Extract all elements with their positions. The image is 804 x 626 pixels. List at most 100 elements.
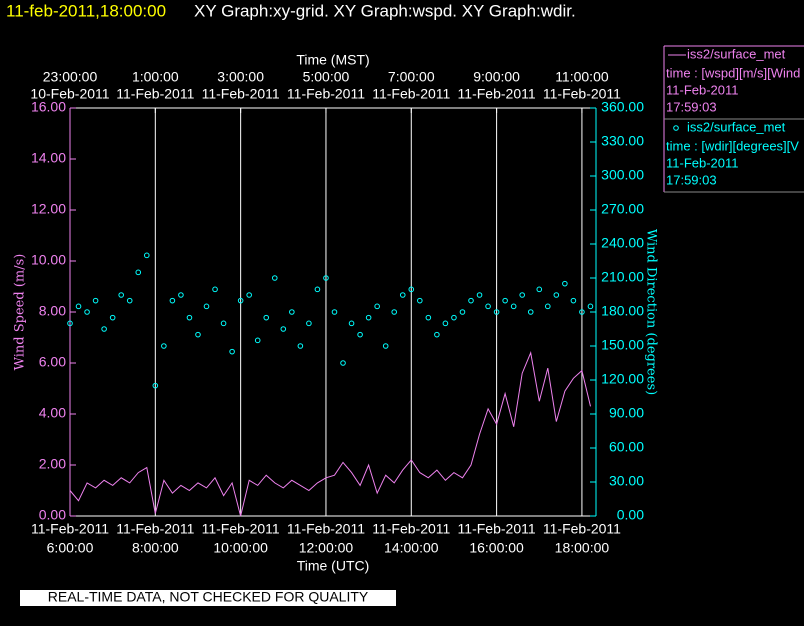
y-tick-label: 2.00 (39, 456, 66, 472)
wind-direction-point (485, 303, 491, 310)
y-tick-label: 14.00 (31, 150, 66, 166)
x-tick-date: 11-Feb-2011 (116, 521, 194, 537)
y2-tick-label: 120.00 (601, 371, 644, 387)
y-tick-label: 8.00 (39, 303, 66, 319)
wind-direction-point (135, 269, 142, 276)
wind-direction-point (126, 297, 133, 304)
wind-direction-point (237, 297, 244, 304)
x-tick-label: 18:00:00 (555, 540, 610, 556)
y2-tick-label: 330.00 (601, 133, 644, 149)
wind-direction-point (92, 297, 99, 304)
wind-direction-point (220, 320, 227, 327)
wind-direction-point (365, 314, 372, 321)
wind-direction-point (306, 320, 312, 327)
wind-direction-point (169, 297, 176, 304)
wind-direction-point (195, 331, 201, 338)
x-tick-date: 11-Feb-2011 (372, 521, 450, 537)
x-tick-label: 6:00:00 (47, 540, 94, 556)
y-tick-label: 6.00 (39, 354, 66, 370)
y2-tick-label: 360.00 (601, 99, 644, 115)
y2-tick-label: 210.00 (601, 269, 644, 285)
y2-tick-label: 150.00 (601, 337, 644, 353)
y2-tick-label: 0.00 (617, 507, 644, 523)
x2-tick-label: 7:00:00 (388, 69, 435, 85)
x2-tick-label: 1:00:00 (132, 69, 179, 85)
y2-tick-label: 180.00 (601, 303, 644, 319)
wind-direction-point (425, 314, 432, 321)
wind-direction-point (152, 382, 159, 389)
wind-direction-point (510, 303, 517, 310)
wind-direction-point (357, 331, 363, 338)
wind-direction-point (323, 275, 329, 281)
x2-tick-date: 11-Feb-2011 (116, 86, 194, 102)
wind-direction-point (84, 309, 90, 315)
wind-direction-point (459, 309, 466, 315)
legend-name: iss2/surface_met (687, 119, 786, 134)
wind-direction-point (254, 337, 261, 344)
x-top-axis-title: Time (MST) (296, 52, 369, 68)
wind-direction-point (519, 292, 525, 298)
x2-tick-label: 23:00:00 (43, 69, 98, 85)
wind-direction-point (229, 348, 235, 355)
y-tick-label: 16.00 (31, 99, 66, 115)
x2-tick-label: 11:00:00 (555, 69, 609, 85)
x-tick-label: 16:00:00 (469, 540, 524, 556)
x-tick-label: 12:00:00 (299, 540, 354, 556)
wind-direction-point (263, 314, 270, 321)
x2-tick-date: 11-Feb-2011 (372, 86, 450, 102)
legend-text: 11-Feb-2011 (666, 155, 739, 170)
wind-direction-point (536, 286, 543, 293)
y2-tick-label: 30.00 (609, 473, 644, 489)
x-tick-label: 8:00:00 (132, 540, 179, 556)
x2-tick-date: 11-Feb-2011 (287, 86, 365, 102)
wind-direction-point (399, 292, 406, 298)
wind-direction-point (289, 309, 295, 315)
legend-text: time : [wdir][degrees][V (666, 138, 799, 153)
wind-direction-point (271, 275, 278, 281)
wind-direction-point (417, 297, 423, 304)
wind-direction-point (442, 320, 449, 327)
wind-direction-point (476, 292, 483, 298)
wind-speed-line (69, 351, 591, 517)
wind-direction-point (468, 297, 474, 304)
x2-tick-label: 3:00:00 (217, 69, 264, 85)
wind-direction-point (314, 286, 321, 293)
wind-direction-point (408, 286, 415, 293)
x-tick-label: 14:00:00 (384, 540, 439, 556)
wind-direction-point (579, 309, 585, 315)
wind-direction-point (280, 326, 287, 332)
wind-direction-point (143, 252, 150, 259)
wind-direction-point (570, 297, 577, 304)
x-tick-date: 11-Feb-2011 (287, 521, 365, 537)
wind-direction-point (587, 303, 594, 310)
footer-box (20, 590, 396, 606)
wind-direction-point (178, 292, 184, 298)
wind-direction-point (502, 297, 508, 304)
wind-direction-point (553, 292, 560, 298)
wind-direction-point (348, 320, 355, 327)
chart-title: XY Graph:xy-grid. XY Graph:wspd. XY Grap… (194, 1, 576, 20)
y2-tick-label: 60.00 (609, 439, 644, 455)
y2-tick-label: 240.00 (601, 235, 644, 251)
wind-direction-point (67, 320, 73, 327)
x2-tick-date: 11-Feb-2011 (543, 86, 621, 102)
legend-name: iss2/surface_met (687, 46, 786, 61)
wind-direction-point (391, 309, 398, 315)
wind-direction-point (186, 314, 193, 321)
legend-text: 17:59:03 (666, 99, 717, 114)
wind-direction-point (544, 303, 551, 310)
x2-tick-label: 5:00:00 (303, 69, 350, 85)
wind-direction-point (118, 292, 124, 298)
wind-direction-point (297, 343, 304, 349)
wind-direction-point (374, 303, 380, 310)
y2-tick-label: 300.00 (601, 167, 644, 183)
x-tick-date: 11-Feb-2011 (31, 521, 109, 537)
wind-direction-point (451, 314, 457, 321)
x2-tick-date: 11-Feb-2011 (202, 86, 280, 102)
y-tick-label: 12.00 (31, 201, 66, 217)
x2-tick-date: 10-Feb-2011 (30, 86, 109, 102)
wind-direction-point (527, 309, 534, 315)
wind-direction-point (493, 309, 500, 315)
